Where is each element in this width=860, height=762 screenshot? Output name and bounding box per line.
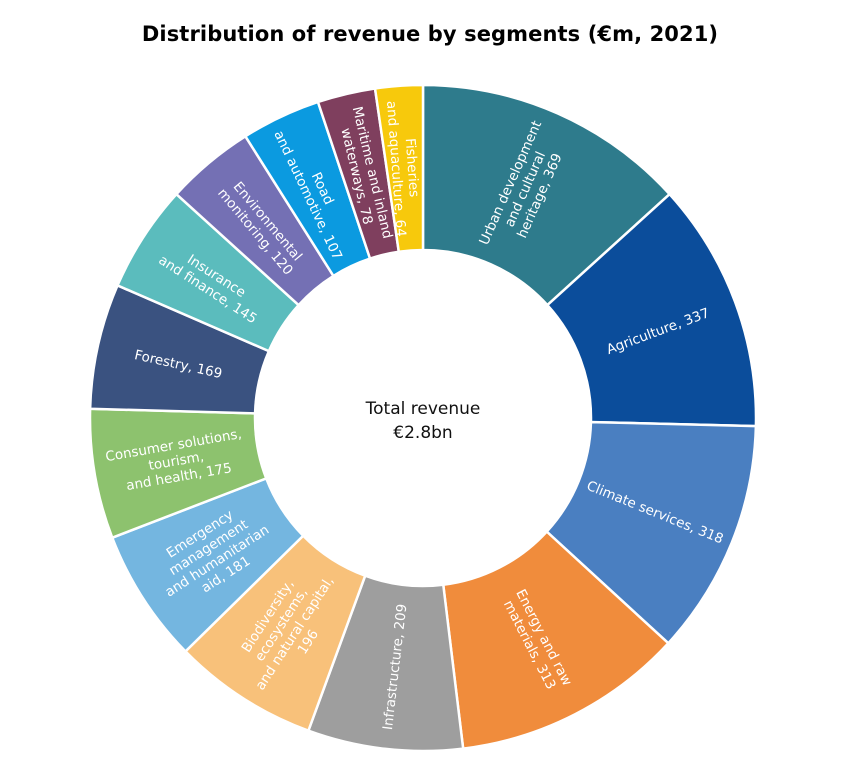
slices-group bbox=[88, 83, 758, 753]
center-label-value: €2.8bn bbox=[393, 423, 452, 443]
slice-fisheries-and-aquaculture[interactable] bbox=[373, 83, 425, 254]
center-label-total: Total revenue bbox=[365, 399, 481, 419]
slice-label: Fisheriesand aquaculture, 64 bbox=[383, 99, 425, 237]
slice-agriculture[interactable] bbox=[545, 192, 758, 428]
chart-title: Distribution of revenue by segments (€m,… bbox=[141, 22, 719, 46]
slice-label-line: Fisheries bbox=[402, 138, 422, 198]
slice-energy-and-raw-materials[interactable] bbox=[441, 529, 671, 750]
